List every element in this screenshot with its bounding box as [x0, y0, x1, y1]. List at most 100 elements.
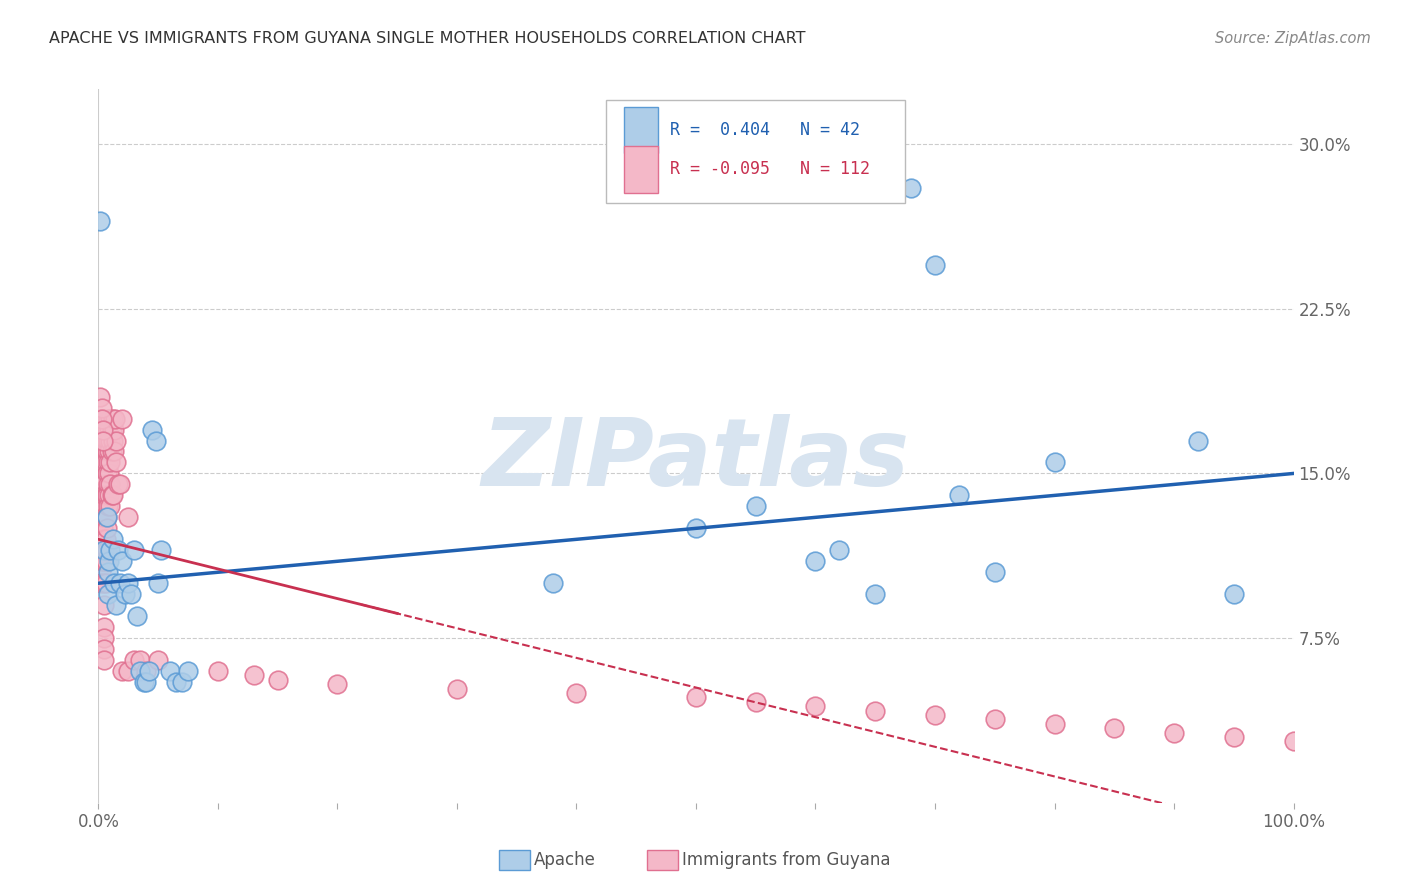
Point: [129, 664, 152, 678]
Point: [94, 510, 117, 524]
Point: [91, 488, 114, 502]
Point: [1163, 725, 1185, 739]
Point: [89, 444, 111, 458]
Point: [745, 695, 768, 709]
Point: [94, 576, 117, 591]
Point: [101, 488, 124, 502]
Point: [91, 411, 114, 425]
Text: APACHE VS IMMIGRANTS FROM GUYANA SINGLE MOTHER HOUSEHOLDS CORRELATION CHART: APACHE VS IMMIGRANTS FROM GUYANA SINGLE …: [49, 31, 806, 46]
Point: [149, 543, 172, 558]
Point: [108, 477, 131, 491]
Point: [98, 411, 122, 425]
Point: [138, 664, 160, 678]
Point: [96, 554, 118, 568]
Point: [1043, 455, 1066, 469]
Text: R =  0.404   N = 42: R = 0.404 N = 42: [669, 121, 859, 139]
Point: [96, 423, 118, 437]
Point: [207, 664, 229, 678]
Point: [104, 411, 127, 425]
Point: [165, 675, 187, 690]
Point: [98, 500, 122, 514]
Point: [93, 598, 115, 612]
Point: [900, 181, 922, 195]
Point: [93, 631, 115, 645]
Point: [1104, 721, 1126, 735]
Point: [97, 477, 120, 491]
Point: [89, 477, 111, 491]
Point: [103, 576, 125, 591]
Point: [984, 566, 1007, 580]
Point: [98, 434, 122, 448]
Point: [804, 699, 827, 714]
Point: [107, 477, 129, 491]
Point: [135, 664, 157, 678]
Point: [91, 500, 114, 514]
Point: [111, 664, 134, 678]
Point: [685, 521, 707, 535]
Point: [96, 543, 118, 558]
Point: [93, 477, 115, 491]
Point: [93, 510, 115, 524]
Point: [924, 258, 946, 272]
Point: [89, 214, 111, 228]
Point: [565, 686, 588, 700]
Point: [120, 587, 142, 601]
Point: [91, 477, 114, 491]
Point: [172, 675, 194, 690]
Point: [124, 653, 146, 667]
Point: [91, 423, 114, 437]
Point: [91, 401, 114, 415]
Point: [93, 434, 115, 448]
Point: [94, 444, 117, 458]
Point: [108, 576, 131, 591]
Point: [93, 543, 115, 558]
Point: [145, 434, 167, 448]
Point: [117, 576, 139, 591]
Point: [93, 576, 115, 591]
Point: [1043, 716, 1066, 731]
Point: [685, 690, 707, 705]
Point: [93, 488, 115, 502]
Point: [93, 653, 115, 667]
Point: [93, 620, 115, 634]
Point: [100, 488, 122, 502]
FancyBboxPatch shape: [606, 100, 905, 203]
Point: [94, 554, 117, 568]
Point: [105, 455, 128, 469]
Point: [91, 434, 114, 448]
Point: [96, 444, 118, 458]
Point: [90, 554, 112, 568]
Point: [89, 488, 111, 502]
Point: [91, 543, 114, 558]
Point: [93, 554, 115, 568]
Point: [91, 455, 114, 469]
Point: [94, 434, 117, 448]
Point: [91, 554, 114, 568]
Point: [91, 455, 114, 469]
Point: [97, 411, 120, 425]
Point: [101, 411, 124, 425]
Point: [103, 423, 125, 437]
Point: [93, 455, 115, 469]
Point: [1282, 734, 1305, 748]
Point: [98, 467, 121, 481]
Point: [745, 500, 768, 514]
Point: [89, 423, 111, 437]
Point: [98, 543, 122, 558]
Point: [141, 423, 163, 437]
Point: [107, 543, 129, 558]
Point: [98, 488, 121, 502]
Point: [90, 533, 112, 547]
Point: [96, 510, 118, 524]
Point: [90, 488, 112, 502]
Point: [117, 664, 139, 678]
Point: [91, 411, 114, 425]
Point: [103, 444, 125, 458]
Point: [91, 423, 114, 437]
Point: [93, 533, 115, 547]
Point: [91, 444, 114, 458]
Point: [91, 510, 114, 524]
Point: [125, 609, 148, 624]
Point: [446, 681, 468, 696]
Point: [96, 521, 118, 535]
